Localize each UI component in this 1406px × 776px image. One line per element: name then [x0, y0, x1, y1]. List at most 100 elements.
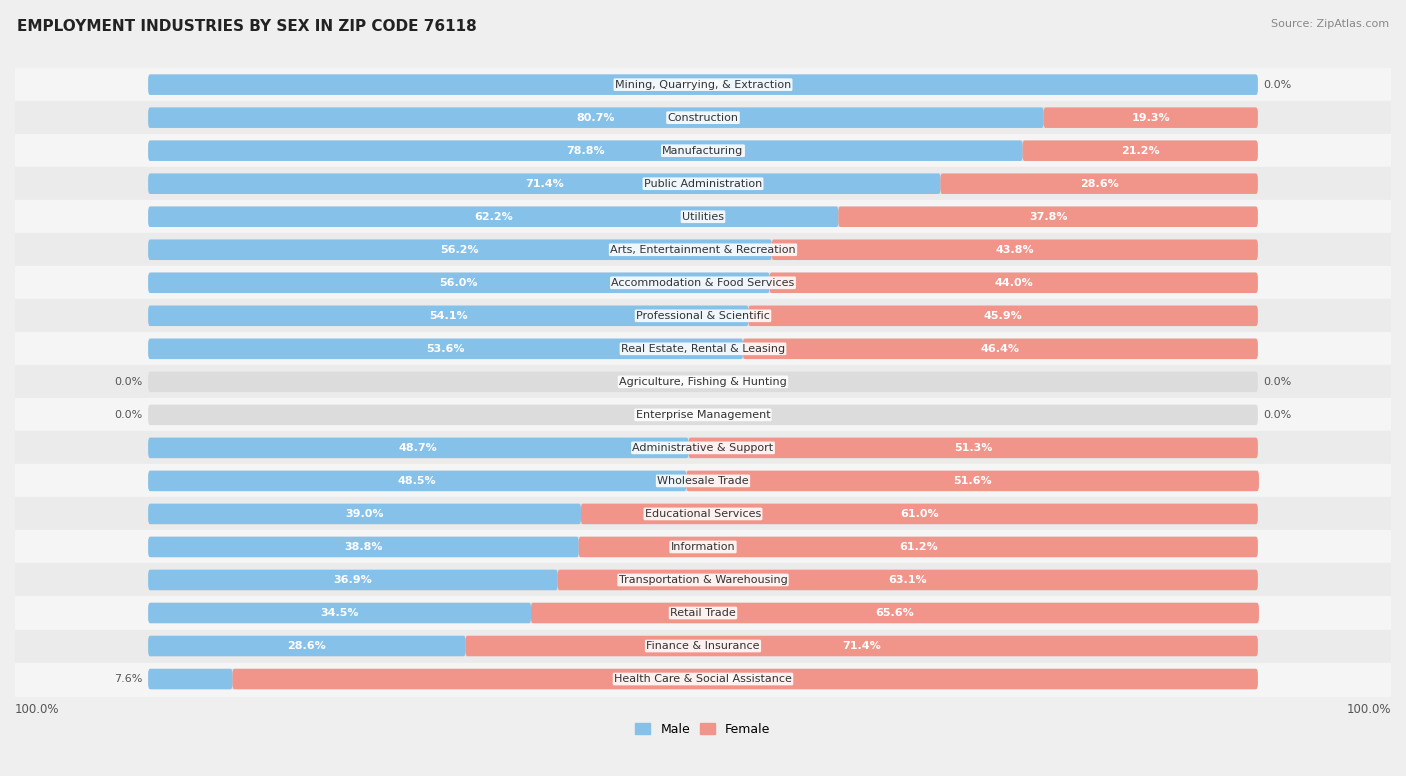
FancyBboxPatch shape	[148, 107, 1258, 128]
FancyBboxPatch shape	[148, 240, 772, 260]
Bar	[15, 531, 1391, 563]
FancyBboxPatch shape	[689, 438, 1258, 458]
FancyBboxPatch shape	[148, 537, 1258, 557]
Text: Enterprise Management: Enterprise Management	[636, 410, 770, 420]
Text: Administrative & Support: Administrative & Support	[633, 443, 773, 453]
Text: 51.3%: 51.3%	[955, 443, 993, 453]
Text: 48.7%: 48.7%	[399, 443, 437, 453]
FancyBboxPatch shape	[531, 603, 1258, 623]
Text: Real Estate, Rental & Leasing: Real Estate, Rental & Leasing	[621, 344, 785, 354]
Text: 56.0%: 56.0%	[440, 278, 478, 288]
Bar	[15, 167, 1391, 200]
Text: Educational Services: Educational Services	[645, 509, 761, 519]
FancyBboxPatch shape	[148, 537, 579, 557]
Text: 36.9%: 36.9%	[333, 575, 373, 585]
Text: 28.6%: 28.6%	[1080, 178, 1119, 189]
Text: 0.0%: 0.0%	[114, 377, 142, 387]
FancyBboxPatch shape	[148, 338, 1258, 359]
Text: 71.4%: 71.4%	[524, 178, 564, 189]
FancyBboxPatch shape	[148, 603, 1258, 623]
Text: 0.0%: 0.0%	[1264, 80, 1292, 90]
Text: 78.8%: 78.8%	[567, 146, 605, 156]
FancyBboxPatch shape	[558, 570, 1258, 591]
Text: Agriculture, Fishing & Hunting: Agriculture, Fishing & Hunting	[619, 377, 787, 387]
Text: 44.0%: 44.0%	[994, 278, 1033, 288]
Text: 19.3%: 19.3%	[1132, 113, 1170, 123]
FancyBboxPatch shape	[838, 206, 1258, 227]
FancyBboxPatch shape	[148, 140, 1258, 161]
Text: 46.4%: 46.4%	[981, 344, 1019, 354]
Text: 0.0%: 0.0%	[1264, 410, 1292, 420]
Text: Finance & Insurance: Finance & Insurance	[647, 641, 759, 651]
Bar	[15, 365, 1391, 398]
Text: Mining, Quarrying, & Extraction: Mining, Quarrying, & Extraction	[614, 80, 792, 90]
Text: Retail Trade: Retail Trade	[671, 608, 735, 618]
Text: Professional & Scientific: Professional & Scientific	[636, 311, 770, 320]
FancyBboxPatch shape	[148, 206, 838, 227]
Text: 38.8%: 38.8%	[344, 542, 382, 552]
Bar	[15, 663, 1391, 695]
Text: 63.1%: 63.1%	[889, 575, 927, 585]
Legend: Male, Female: Male, Female	[630, 718, 776, 741]
Text: Public Administration: Public Administration	[644, 178, 762, 189]
Bar	[15, 332, 1391, 365]
Text: 34.5%: 34.5%	[321, 608, 359, 618]
FancyBboxPatch shape	[686, 471, 1258, 491]
Bar	[15, 234, 1391, 266]
Text: 56.2%: 56.2%	[440, 244, 479, 255]
Bar	[15, 464, 1391, 497]
FancyBboxPatch shape	[148, 570, 558, 591]
FancyBboxPatch shape	[148, 372, 1258, 392]
FancyBboxPatch shape	[1043, 107, 1258, 128]
Text: 61.0%: 61.0%	[900, 509, 939, 519]
FancyBboxPatch shape	[148, 206, 1258, 227]
FancyBboxPatch shape	[148, 338, 742, 359]
Text: Arts, Entertainment & Recreation: Arts, Entertainment & Recreation	[610, 244, 796, 255]
Text: 51.6%: 51.6%	[953, 476, 993, 486]
Text: Transportation & Warehousing: Transportation & Warehousing	[619, 575, 787, 585]
FancyBboxPatch shape	[148, 438, 689, 458]
FancyBboxPatch shape	[769, 272, 1258, 293]
FancyBboxPatch shape	[148, 174, 1258, 194]
FancyBboxPatch shape	[148, 471, 1258, 491]
FancyBboxPatch shape	[148, 140, 1022, 161]
FancyBboxPatch shape	[148, 504, 1258, 524]
FancyBboxPatch shape	[148, 306, 748, 326]
FancyBboxPatch shape	[579, 537, 1258, 557]
Bar	[15, 497, 1391, 531]
Bar	[15, 266, 1391, 300]
Text: 62.2%: 62.2%	[474, 212, 513, 222]
FancyBboxPatch shape	[148, 174, 941, 194]
Text: 21.2%: 21.2%	[1121, 146, 1160, 156]
Bar	[15, 597, 1391, 629]
FancyBboxPatch shape	[148, 306, 1258, 326]
Text: 100.0%: 100.0%	[1347, 703, 1391, 715]
Text: 48.5%: 48.5%	[398, 476, 437, 486]
FancyBboxPatch shape	[148, 471, 686, 491]
Text: Construction: Construction	[668, 113, 738, 123]
FancyBboxPatch shape	[148, 74, 1258, 95]
FancyBboxPatch shape	[148, 272, 1258, 293]
FancyBboxPatch shape	[148, 570, 1258, 591]
FancyBboxPatch shape	[148, 603, 531, 623]
FancyBboxPatch shape	[1022, 140, 1258, 161]
FancyBboxPatch shape	[148, 272, 769, 293]
Text: Information: Information	[671, 542, 735, 552]
FancyBboxPatch shape	[581, 504, 1258, 524]
Bar	[15, 431, 1391, 464]
Bar	[15, 68, 1391, 101]
FancyBboxPatch shape	[148, 504, 581, 524]
Text: 39.0%: 39.0%	[346, 509, 384, 519]
Text: Accommodation & Food Services: Accommodation & Food Services	[612, 278, 794, 288]
Text: 37.8%: 37.8%	[1029, 212, 1067, 222]
Text: Source: ZipAtlas.com: Source: ZipAtlas.com	[1271, 19, 1389, 29]
FancyBboxPatch shape	[941, 174, 1258, 194]
Text: 7.6%: 7.6%	[114, 674, 142, 684]
FancyBboxPatch shape	[148, 438, 1258, 458]
FancyBboxPatch shape	[148, 636, 465, 656]
Text: Wholesale Trade: Wholesale Trade	[657, 476, 749, 486]
FancyBboxPatch shape	[232, 669, 1258, 689]
FancyBboxPatch shape	[148, 404, 1258, 425]
Text: Health Care & Social Assistance: Health Care & Social Assistance	[614, 674, 792, 684]
Bar	[15, 300, 1391, 332]
